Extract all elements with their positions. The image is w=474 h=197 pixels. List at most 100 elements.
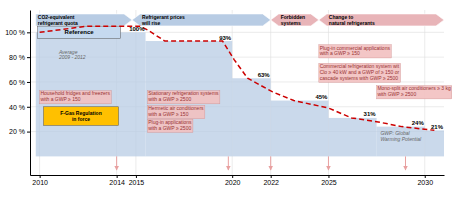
x-tick-mark <box>40 175 41 178</box>
y-tick: 100 % <box>5 29 30 36</box>
banner <box>319 14 444 26</box>
box <box>38 26 121 38</box>
text-line: cascade systems with GWP ≥ 2500 <box>320 75 399 81</box>
annotation: Mono-split air conditioners ≥ 3 kgwith G… <box>377 85 452 98</box>
text-line: in force <box>72 116 90 122</box>
x-tick: 2022 <box>263 175 279 186</box>
bar <box>328 118 376 156</box>
annotation-box <box>377 86 452 99</box>
bar-series <box>36 32 444 156</box>
annotation-label: Mono-split air conditioners ≥ 3 kgwith G… <box>377 85 451 97</box>
x-tick-mark <box>271 175 272 178</box>
data-label: 93% <box>219 35 232 41</box>
annotation-box <box>319 63 401 82</box>
text-line: with a GWP ≥ 2500 <box>148 125 191 131</box>
y-tick: 60 % <box>9 79 30 86</box>
drop-arrows <box>117 156 406 170</box>
text-line: systems <box>281 20 301 26</box>
annotation-box <box>147 91 219 104</box>
text-line: refrigerant quota <box>38 20 78 26</box>
box-label: Reference <box>65 29 95 35</box>
text-line: will rise <box>141 20 161 26</box>
bar <box>425 130 444 156</box>
drop-arrow <box>270 156 271 170</box>
annotation-label: Plug-in applicationswith a GWP ≥ 2500 <box>148 119 192 131</box>
banner <box>271 14 319 26</box>
y-tick-label: 80 % <box>9 54 25 61</box>
x-tick-label: 2030 <box>417 179 433 186</box>
text-line: natural refrigerants <box>329 20 375 26</box>
chart: 20 % 40 % 60 % 80 % 100 % 2010 2014 2015 2020 202… <box>0 0 474 197</box>
x-tick: 2030 <box>417 175 433 186</box>
y-axis: 20 % 40 % 60 % 80 % 100 % <box>5 11 30 176</box>
box <box>43 107 118 126</box>
y-axis-line <box>30 11 31 176</box>
boxes <box>38 26 121 125</box>
banner-label: CO2-equivalentrefrigerant quota <box>38 14 78 26</box>
x-tick-label: 2025 <box>321 179 337 186</box>
text-line: 2009 - 2012 <box>58 54 86 60</box>
drop-arrow <box>328 156 329 170</box>
note: Average2009 - 2012 <box>58 49 86 61</box>
x-axis: 2010 2014 2015 2020 2022 2025 2030 <box>31 175 445 186</box>
annotation-label: Commercial refrigeration system witClo ≥… <box>320 63 400 81</box>
x-tick-mark <box>136 175 137 178</box>
text-line: with a GWP ≥ 150 <box>148 111 188 117</box>
bar <box>36 32 146 156</box>
annotation-label: Household fridges and freezerswith a GWP… <box>40 90 110 102</box>
line <box>40 26 435 130</box>
x-tick-label: 2010 <box>32 179 48 186</box>
drop-arrow <box>405 156 406 170</box>
texts: Reference F-Gas Regulationin force CO2-equ… <box>38 14 452 142</box>
bar <box>146 41 233 156</box>
x-tick-mark <box>328 175 329 178</box>
banner <box>36 14 132 26</box>
data-label: 45% <box>315 94 328 100</box>
text-line: with a GWP ≥ 2500 <box>148 96 191 102</box>
x-tick-mark <box>425 175 426 178</box>
banner-label: Refrigerant priceswill rise <box>141 14 185 26</box>
x-tick-label: 2020 <box>225 179 241 186</box>
annotation-box <box>147 119 192 132</box>
y-tick-mark <box>27 32 30 33</box>
data-label: 63% <box>258 72 271 78</box>
drop-arrow <box>116 156 117 170</box>
annotation-label: Hermetic air conditionerswith a GWP ≥ 15… <box>148 105 204 117</box>
annotation: Commercial refrigeration system witClo ≥… <box>319 63 401 82</box>
x-axis-line <box>31 175 445 176</box>
y-tick-mark <box>27 107 30 108</box>
x-tick: 2015 <box>129 175 145 186</box>
y-tick-mark <box>27 82 30 83</box>
text-line: Reference <box>65 29 95 35</box>
y-tick-mark <box>27 57 30 58</box>
plot-area <box>36 14 444 170</box>
y-tick-label: 60 % <box>9 79 25 86</box>
annotation: Hermetic air conditionerswith a GWP ≥ 15… <box>147 105 204 118</box>
drop-arrow <box>228 156 229 170</box>
banner-label: Forbiddensystems <box>281 14 305 26</box>
x-tick-label: 2015 <box>129 179 145 186</box>
x-tick-mark <box>117 175 118 178</box>
data-label: 100% <box>129 26 145 32</box>
banner <box>132 14 271 26</box>
y-tick-label: 20 % <box>9 128 25 135</box>
y-tick-mark <box>27 132 30 133</box>
annotation-label: Stationary refrigeration systemswith a G… <box>148 90 219 102</box>
x-tick: 2014 <box>109 175 125 186</box>
x-tick: 2020 <box>225 175 241 186</box>
x-tick-label: 2022 <box>263 179 279 186</box>
annotation-box <box>319 45 391 58</box>
text-line: Warming Potential <box>380 136 422 142</box>
text-line: with GWP ≥ 2500 <box>377 91 416 97</box>
data-label: 21% <box>431 124 444 130</box>
box-label: F-Gas Regulationin force <box>60 110 101 122</box>
y-tick: 80 % <box>9 54 30 61</box>
annotation: Plug-in applicationswith a GWP ≥ 2500 <box>147 119 192 132</box>
annotation-box <box>147 106 204 119</box>
data-label: 31% <box>364 111 377 117</box>
y-tick-label: 40 % <box>9 104 25 111</box>
bar <box>271 101 329 157</box>
y-tick: 20 % <box>9 128 30 135</box>
x-tick: 2010 <box>32 175 48 186</box>
x-tick-mark <box>232 175 233 178</box>
